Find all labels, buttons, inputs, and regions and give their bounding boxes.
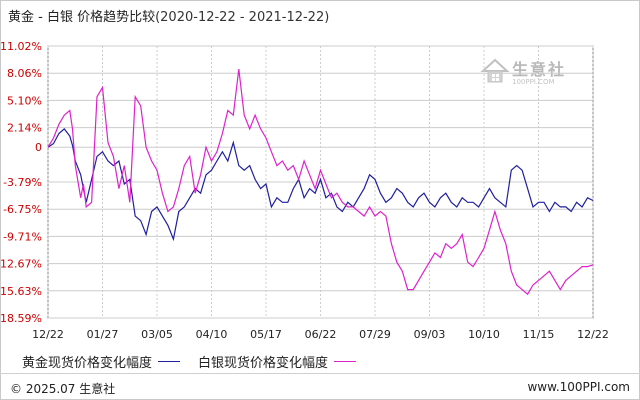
y-tick-label: 5.10% <box>7 94 42 107</box>
watermark-url: 100PPI.COM <box>512 78 555 86</box>
y-tick-label: 8.06% <box>7 67 42 80</box>
footer-site-link[interactable]: www.100PPI.com <box>527 380 630 394</box>
x-tick-label: 01/27 <box>87 328 119 341</box>
y-tick-label: -3.79% <box>3 176 42 189</box>
x-tick-label: 12/22 <box>32 328 64 341</box>
legend-label-gold: 黄金现货价格变化幅度 <box>22 356 153 371</box>
chart-legend: 黄金现货价格变化幅度 白银现货价格变化幅度 <box>22 352 374 371</box>
y-tick-label: -6.75% <box>3 203 42 216</box>
x-tick-label: 03/05 <box>141 328 173 341</box>
chart-title: 黄金 - 白银 价格趋势比较(2020-12-22 - 2021-12-22) <box>8 6 329 25</box>
line-chart: 11.02% 8.06% 5.10% 2.14% 0 -3.79% -6.75% -9.71%… <box>0 40 609 341</box>
x-tick-label: 05/17 <box>250 328 282 341</box>
x-tick-label: 04/10 <box>196 328 228 341</box>
x-tick-label: 07/29 <box>359 328 391 341</box>
x-tick-label: 10/10 <box>468 328 500 341</box>
x-tick-label: 06/22 <box>305 328 337 341</box>
footer: © 2025.07 生意社 www.100PPI.com <box>0 373 640 399</box>
y-tick-label: 2.14% <box>7 122 42 135</box>
y-tick-label: -18.59% <box>0 312 42 325</box>
chart-grid <box>47 45 594 319</box>
y-axis-ticks: 11.02% 8.06% 5.10% 2.14% 0 -3.79% -6.75% -9.71%… <box>0 40 42 325</box>
series-line-silver <box>47 69 594 296</box>
y-tick-label: -9.71% <box>3 230 42 243</box>
y-tick-label: -12.67% <box>0 258 42 271</box>
x-tick-label: 12/22 <box>577 328 609 341</box>
chart-date-range: (2020-12-22 - 2021-12-22) <box>155 10 330 25</box>
chart-title-main: 黄金 - 白银 价格趋势比较 <box>8 10 156 25</box>
legend-line-silver <box>334 361 357 362</box>
y-tick-label: 11.02% <box>0 40 42 53</box>
x-tick-label: 11/15 <box>523 328 555 341</box>
y-tick-label: 0 <box>35 141 42 154</box>
legend-line-gold <box>158 361 181 362</box>
footer-copyright: © 2025.07 生意社 <box>10 382 116 396</box>
x-tick-label: 09/03 <box>414 328 446 341</box>
series-line-gold <box>47 128 594 242</box>
y-tick-label: -15.63% <box>0 285 42 298</box>
legend-item-gold: 黄金现货价格变化幅度 <box>22 352 181 371</box>
house-logo-icon <box>480 58 510 83</box>
chart-series <box>47 69 594 296</box>
legend-label-silver: 白银现货价格变化幅度 <box>198 356 329 371</box>
x-axis-ticks: 12/22 01/27 03/05 04/10 05/17 06/22 07/29 09/03… <box>32 328 609 341</box>
watermark-name: 生意社 <box>512 60 567 79</box>
legend-item-silver: 白银现货价格变化幅度 <box>198 352 357 371</box>
watermark-logo: 生意社 100PPI.COM <box>480 56 590 96</box>
